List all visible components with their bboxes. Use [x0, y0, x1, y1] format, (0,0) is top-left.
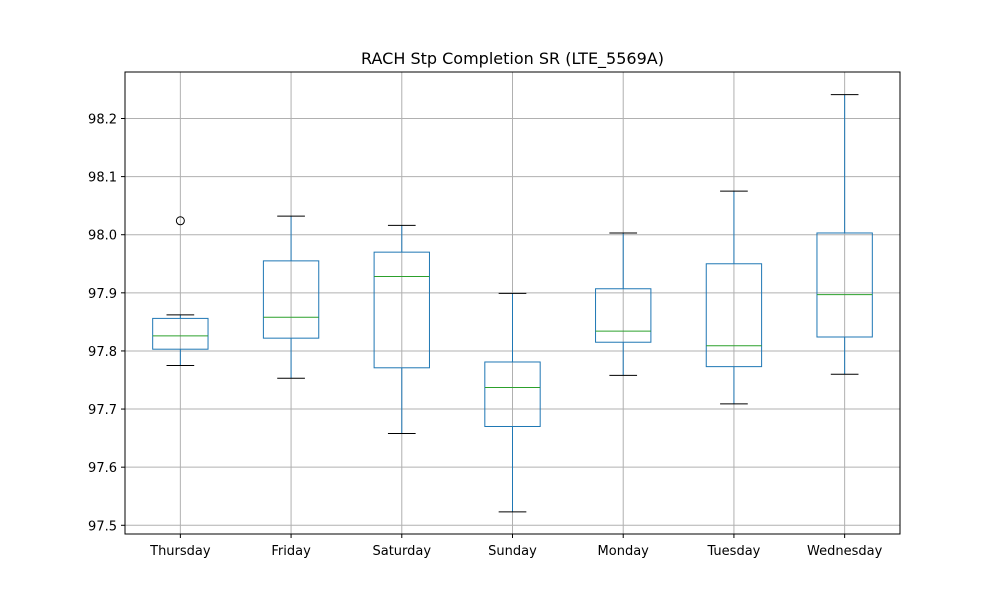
- box-tuesday: [705, 190, 763, 405]
- iqr-box: [262, 260, 320, 339]
- y-tick-label: 97.5: [88, 519, 117, 534]
- y-tick-label: 97.6: [88, 461, 117, 476]
- y-tick-label: 98.0: [88, 229, 117, 244]
- chart-title: RACH Stp Completion SR (LTE_5569A): [361, 49, 664, 69]
- y-tick-label: 98.2: [88, 112, 117, 127]
- y-tick-label: 97.8: [88, 345, 117, 360]
- x-tick-label: Tuesday: [706, 544, 760, 559]
- outlier-point: [175, 216, 185, 226]
- box-thursday: [152, 216, 209, 366]
- y-tick-label: 97.9: [88, 287, 117, 302]
- y-tick-label: 98.1: [88, 171, 117, 186]
- box-wednesday: [816, 94, 873, 375]
- x-tick-label: Sunday: [488, 544, 537, 559]
- x-tick-label: Monday: [598, 544, 650, 559]
- box-monday: [595, 232, 652, 376]
- iqr-box: [152, 317, 209, 350]
- x-tick-label: Thursday: [149, 544, 211, 559]
- y-tick-label: 97.7: [88, 403, 117, 418]
- iqr-box: [705, 263, 763, 368]
- box-layer: [152, 94, 873, 513]
- x-tick-label: Wednesday: [807, 544, 883, 559]
- tick-layer: 97.5 97.6 97.7 97.8 97.9 98.0 98.1 98.2 Thursday…: [88, 112, 883, 559]
- box-sunday: [484, 292, 541, 513]
- grid-layer: [125, 72, 900, 534]
- iqr-box: [595, 288, 652, 343]
- iqr-box: [816, 232, 873, 338]
- iqr-box: [484, 361, 541, 427]
- box-saturday: [373, 224, 430, 434]
- x-tick-label: Friday: [271, 544, 311, 559]
- iqr-box: [373, 251, 430, 369]
- x-tick-label: Saturday: [372, 544, 431, 559]
- box-friday: [262, 215, 320, 379]
